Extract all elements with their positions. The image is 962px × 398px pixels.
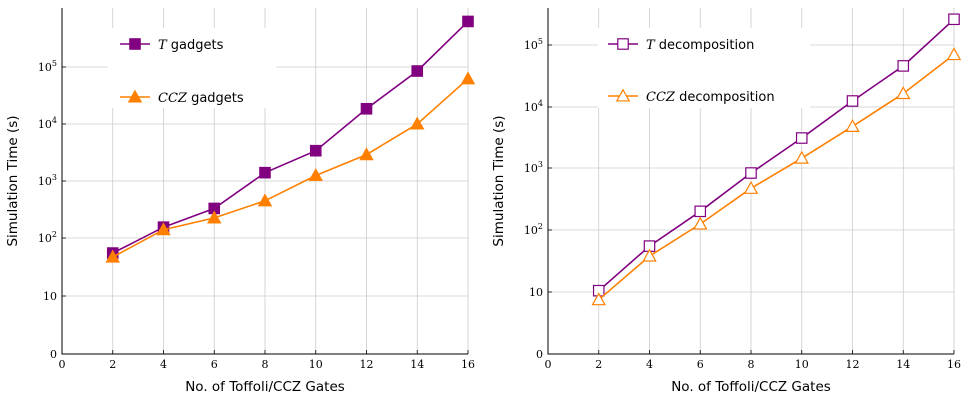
x-tick-label: 16 (947, 358, 961, 371)
y-tick-label: 104 (524, 99, 543, 114)
y-tick-label: 102 (524, 222, 543, 237)
legend-entry: T gadgets (158, 38, 224, 53)
x-tick-label: 12 (846, 358, 860, 371)
y-axis-label: Simulation Time (s) (5, 115, 21, 246)
data-point (309, 144, 322, 157)
y-tick-label: 105 (524, 37, 543, 52)
x-tick-label: 10 (795, 358, 809, 371)
series-line (112, 20, 469, 254)
x-tick-label: 14 (896, 358, 910, 371)
data-point (642, 248, 657, 262)
data-point (308, 168, 323, 182)
y-tick-label: 103 (524, 160, 543, 175)
legend-marker (615, 88, 631, 102)
x-tick-label: 10 (309, 358, 323, 371)
legend-marker (127, 89, 143, 103)
x-tick-label: 8 (262, 358, 269, 371)
x-tick-label: 16 (461, 358, 475, 371)
series-1 (592, 13, 960, 297)
x-tick-label: 4 (646, 358, 653, 371)
x-tick-label: 2 (595, 358, 602, 371)
x-tick-label: 6 (211, 358, 218, 371)
data-point (410, 116, 425, 130)
legend-marker (129, 38, 141, 50)
legend-entry: CCZ decomposition (646, 90, 775, 105)
data-point (591, 292, 606, 306)
data-point (259, 166, 271, 179)
data-point (460, 71, 476, 85)
data-point (743, 180, 759, 194)
series-line (112, 78, 469, 258)
y-tick-label: 102 (38, 230, 57, 245)
data-point (946, 47, 962, 61)
data-point (897, 60, 910, 72)
x-tick-label: 2 (109, 358, 116, 371)
data-point (693, 216, 708, 230)
data-point (359, 147, 374, 161)
legend-background (598, 28, 810, 108)
y-tick-label: 103 (38, 173, 57, 188)
x-axis-label: No. of Toffoli/CCZ Gates (185, 379, 345, 395)
data-point (846, 95, 859, 107)
data-point (948, 13, 960, 26)
chart-t-ccz-decomposition: 0 2 4 6 8 10 12 14 16 0 10 102 103 104 105 No. of Toffo… (491, 8, 962, 395)
series-line (598, 18, 955, 292)
x-tick-label: 0 (59, 358, 66, 371)
y-tick-label: 104 (38, 116, 57, 131)
data-point (845, 119, 860, 133)
data-point (207, 210, 222, 224)
x-axis-label: No. of Toffoli/CCZ Gates (671, 379, 831, 395)
data-point (411, 65, 424, 77)
data-point (156, 222, 171, 236)
y-tick-label: 105 (38, 59, 57, 74)
x-tick-label: 14 (410, 358, 424, 371)
x-tick-label: 6 (697, 358, 704, 371)
series-2 (105, 71, 476, 263)
data-point (745, 167, 757, 179)
data-point (694, 205, 707, 218)
legend-marker (617, 38, 629, 50)
legend: T decomposition CCZ decomposition (598, 28, 810, 108)
series-2 (591, 47, 962, 306)
data-point (896, 86, 911, 100)
legend-entry: T decomposition (646, 38, 754, 53)
legend-entry: CCZ gadgets (158, 91, 244, 106)
x-tick-label: 0 (545, 358, 552, 371)
data-point (257, 193, 273, 207)
chart-t-ccz-gadgets: 0 2 4 6 8 10 12 14 16 0 10 102 103 104 105 No. of Toffo… (5, 8, 476, 395)
x-tick-label: 12 (360, 358, 374, 371)
y-tick-label: 0 (50, 348, 57, 361)
series-line (598, 53, 955, 301)
legend: T gadgets CCZ gadgets (108, 28, 276, 108)
data-point (462, 15, 474, 28)
data-point (795, 132, 808, 144)
y-tick-label: 10 (43, 290, 57, 303)
data-point (105, 249, 120, 263)
data-point (360, 102, 373, 115)
y-axis-label: Simulation Time (s) (491, 115, 507, 246)
x-tick-label: 4 (160, 358, 167, 371)
y-tick-label: 0 (536, 348, 543, 361)
data-point (794, 150, 809, 164)
y-tick-label: 10 (529, 286, 543, 299)
x-tick-label: 8 (748, 358, 755, 371)
